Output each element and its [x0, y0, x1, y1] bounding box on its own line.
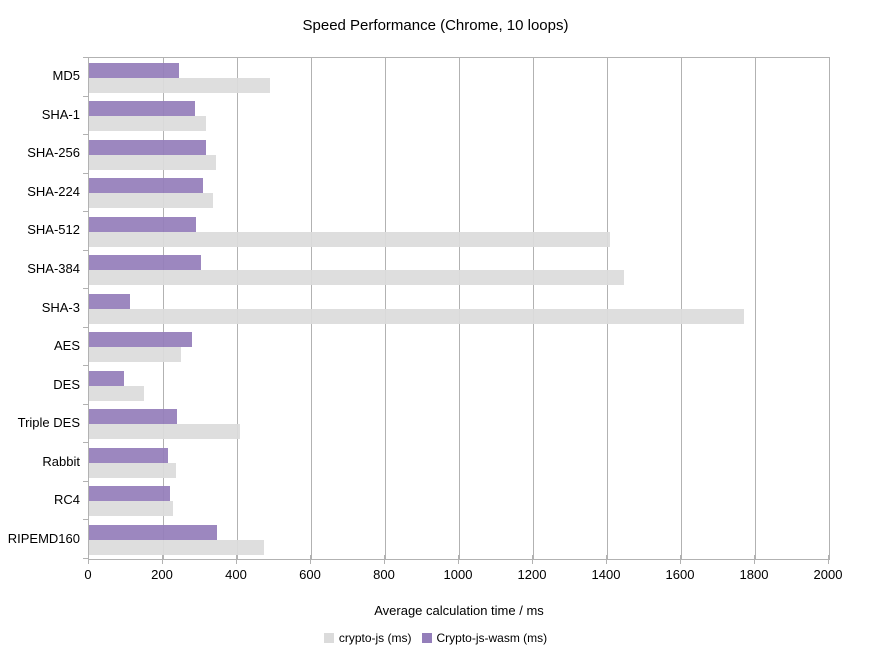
bar-crypto-js-ms--triple-des [89, 424, 240, 440]
bar-crypto-js-ms--sha-224 [89, 193, 213, 209]
y-tick-10 [83, 442, 88, 443]
y-label-rc4: RC4 [53, 492, 80, 507]
chart-title: Speed Performance (Chrome, 10 loops) [302, 17, 569, 34]
x-tick-0 [88, 555, 89, 564]
bar-crypto-js-wasm-ms--sha-256 [89, 139, 206, 155]
y-tick-0 [83, 57, 88, 58]
legend-item-crypto-js-wasm-ms-: Crypto-js-wasm (ms) [421, 631, 548, 645]
bar-crypto-js-wasm-ms--rc4 [89, 486, 170, 502]
legend-swatch-icon [421, 633, 432, 643]
bar-crypto-js-ms--ripemd160 [89, 539, 264, 555]
bar-crypto-js-ms--aes [89, 347, 181, 363]
gridline-1400 [607, 58, 608, 559]
y-tick-8 [83, 365, 88, 366]
y-label-sha-3: SHA-3 [41, 300, 80, 315]
legend-swatch-icon [323, 633, 334, 643]
gridline-600 [311, 58, 312, 559]
y-label-sha-224: SHA-224 [27, 184, 80, 199]
y-tick-9 [83, 404, 88, 405]
y-label-rabbit: Rabbit [42, 454, 80, 469]
y-label-sha-512: SHA-512 [27, 222, 80, 237]
gridline-1600 [681, 58, 682, 559]
bar-crypto-js-wasm-ms--sha-3 [89, 293, 130, 309]
y-label-sha-1: SHA-1 [41, 107, 80, 122]
gridline-1200 [533, 58, 534, 559]
x-tick-1600 [680, 555, 681, 564]
bar-crypto-js-ms--des [89, 385, 144, 401]
bar-crypto-js-ms--rabbit [89, 462, 176, 478]
x-tick-label-1400: 1400 [591, 567, 621, 582]
bar-crypto-js-wasm-ms--md5 [89, 62, 179, 78]
x-tick-600 [310, 555, 311, 564]
legend-label: crypto-js (ms) [338, 631, 412, 645]
x-tick-label-1600: 1600 [665, 567, 695, 582]
y-label-aes: AES [53, 338, 80, 353]
bar-crypto-js-wasm-ms--sha-1 [89, 101, 195, 117]
x-tick-label-400: 400 [225, 567, 247, 582]
y-tick-3 [83, 173, 88, 174]
bar-crypto-js-ms--sha-384 [89, 270, 624, 286]
x-tick-1200 [532, 555, 533, 564]
x-tick-label-200: 200 [151, 567, 173, 582]
plot-area [88, 57, 830, 560]
legend: crypto-js (ms) Crypto-js-wasm (ms) [0, 631, 871, 645]
bar-crypto-js-wasm-ms--des [89, 370, 124, 386]
gridline-1800 [755, 58, 756, 559]
legend-item-crypto-js-ms-: crypto-js (ms) [323, 631, 412, 645]
bar-crypto-js-wasm-ms--rabbit [89, 447, 168, 463]
x-tick-800 [384, 555, 385, 564]
gridline-400 [237, 58, 238, 559]
y-label-sha-384: SHA-384 [27, 261, 80, 276]
y-label-des: DES [53, 377, 80, 392]
x-tick-1400 [606, 555, 607, 564]
x-tick-label-1200: 1200 [517, 567, 547, 582]
y-label-sha-256: SHA-256 [27, 145, 80, 160]
y-tick-2 [83, 134, 88, 135]
x-tick-label-600: 600 [299, 567, 321, 582]
bar-crypto-js-ms--md5 [89, 77, 270, 93]
bar-crypto-js-wasm-ms--sha-512 [89, 216, 196, 232]
x-tick-400 [236, 555, 237, 564]
x-tick-200 [162, 555, 163, 564]
x-tick-label-800: 800 [373, 567, 395, 582]
y-tick-7 [83, 327, 88, 328]
bar-crypto-js-ms--sha-1 [89, 116, 206, 132]
y-tick-5 [83, 250, 88, 251]
y-tick-6 [83, 288, 88, 289]
bar-crypto-js-ms--rc4 [89, 501, 173, 517]
bar-crypto-js-wasm-ms--triple-des [89, 409, 177, 425]
x-tick-1000 [458, 555, 459, 564]
y-tick-12 [83, 519, 88, 520]
bar-crypto-js-ms--sha-3 [89, 308, 744, 324]
y-label-md5: MD5 [52, 68, 80, 83]
y-label-triple-des: Triple DES [17, 415, 80, 430]
bar-crypto-js-ms--sha-512 [89, 231, 610, 247]
y-tick-11 [83, 481, 88, 482]
x-tick-label-1000: 1000 [443, 567, 473, 582]
bar-crypto-js-wasm-ms--ripemd160 [89, 524, 217, 540]
x-tick-label-1800: 1800 [739, 567, 769, 582]
legend-label: Crypto-js-wasm (ms) [436, 631, 548, 645]
x-tick-label-0: 0 [84, 567, 92, 582]
x-tick-label-2000: 2000 [813, 567, 843, 582]
bar-crypto-js-ms--sha-256 [89, 154, 216, 170]
bar-crypto-js-wasm-ms--sha-224 [89, 178, 203, 194]
gridline-1000 [459, 58, 460, 559]
y-tick-1 [83, 96, 88, 97]
gridline-800 [385, 58, 386, 559]
y-tick-4 [83, 211, 88, 212]
bar-crypto-js-wasm-ms--sha-384 [89, 255, 201, 271]
bar-crypto-js-wasm-ms--aes [89, 332, 192, 348]
x-axis-title: Average calculation time / ms [374, 603, 544, 618]
y-label-ripemd160: RIPEMD160 [7, 531, 80, 546]
gridline-200 [163, 58, 164, 559]
x-tick-1800 [754, 555, 755, 564]
x-tick-2000 [828, 555, 829, 564]
y-tick-13 [83, 558, 88, 559]
